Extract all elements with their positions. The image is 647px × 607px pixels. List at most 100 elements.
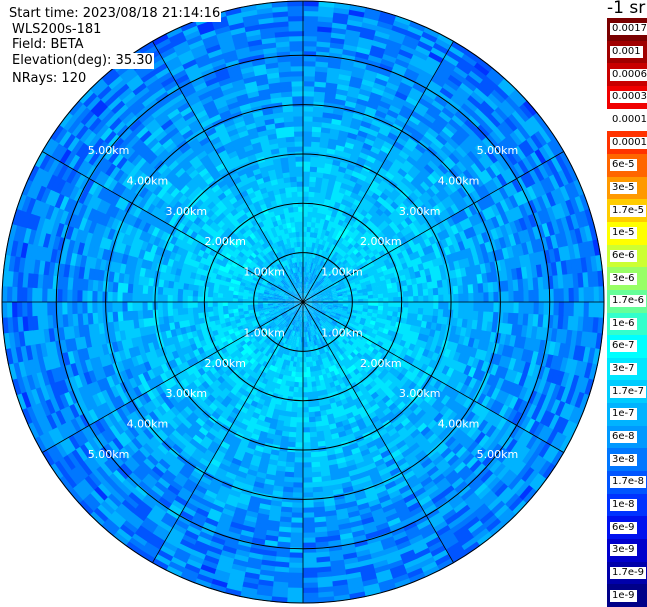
- ppi-cell: [442, 286, 449, 296]
- ppi-cell: [340, 274, 347, 280]
- ppi-cell: [493, 160, 506, 175]
- ppi-cell: [457, 240, 466, 252]
- ppi-cell: [306, 287, 309, 293]
- ppi-cell: [375, 25, 393, 36]
- ppi-cell: [453, 66, 470, 80]
- ppi-cell: [314, 274, 319, 281]
- ppi-cell: [572, 273, 580, 289]
- ppi-cell: [345, 29, 362, 38]
- ppi-cell: [325, 82, 339, 90]
- ppi-cell: [331, 328, 337, 335]
- ppi-cell: [377, 67, 393, 78]
- ppi-cell: [588, 224, 599, 242]
- ppi-cell: [416, 216, 426, 226]
- ppi-cell: [333, 264, 339, 271]
- ppi-cell: [522, 278, 529, 292]
- ppi-cell: [373, 298, 379, 303]
- ppi-cell: [313, 91, 326, 98]
- ppi-cell: [312, 298, 319, 300]
- ppi-cell: [291, 497, 303, 504]
- ppi-cell: [388, 149, 400, 160]
- ppi-cell: [338, 262, 345, 269]
- ppi-cell: [312, 273, 316, 280]
- ppi-cell: [474, 244, 483, 256]
- ppi-cell: [349, 282, 356, 287]
- ppi-cell: [317, 156, 327, 164]
- ppi-cell: [534, 130, 549, 148]
- ppi-data-cells: [1, 0, 605, 604]
- ppi-cell: [439, 405, 450, 417]
- ppi-cell: [409, 133, 422, 145]
- ppi-cell: [416, 314, 424, 322]
- ppi-cell: [310, 221, 316, 228]
- ppi-cell: [317, 161, 326, 169]
- ppi-cell: [444, 422, 456, 434]
- ppi-cell: [493, 353, 503, 367]
- ppi-cell: [385, 136, 397, 146]
- ppi-cell: [479, 350, 488, 362]
- ppi-cell: [319, 319, 325, 325]
- ppi-cell: [522, 187, 533, 203]
- ppi-cell: [584, 208, 595, 227]
- ppi-cell: [458, 363, 468, 375]
- ppi-cell: [489, 67, 506, 83]
- ppi-cell: [347, 85, 362, 94]
- ppi-cell: [329, 199, 337, 207]
- ppi-cell: [396, 401, 407, 411]
- ppi-cell: [291, 502, 303, 509]
- ppi-cell: [454, 130, 468, 143]
- ppi-cell: [513, 371, 523, 386]
- ppi-cell: [332, 271, 339, 277]
- ppi-cell: [342, 308, 349, 312]
- ppi-cell: [380, 318, 387, 325]
- ppi-cell: [376, 132, 389, 142]
- ppi-cell: [547, 140, 561, 158]
- ppi-cell: [450, 458, 463, 471]
- ppi-cell: [388, 325, 396, 332]
- ppi-cell: [364, 159, 375, 169]
- ppi-cell: [578, 302, 585, 318]
- ppi-cell: [527, 313, 534, 328]
- ppi-cell: [500, 419, 512, 435]
- ppi-cell: [486, 150, 499, 165]
- ppi-cell: [476, 198, 488, 212]
- ppi-cell: [416, 422, 428, 434]
- ppi-cell: [423, 200, 434, 212]
- ppi-cell: [314, 76, 328, 83]
- ppi-cell: [335, 287, 342, 292]
- ppi-cell: [461, 276, 469, 286]
- ppi-cell: [433, 294, 439, 303]
- ppi-cell: [325, 270, 331, 276]
- ppi-cell: [331, 262, 337, 269]
- ppi-cell: [420, 181, 431, 192]
- ppi-cell: [306, 282, 310, 288]
- ppi-cell: [290, 517, 303, 524]
- ppi-cell: [317, 202, 325, 209]
- ppi-cell: [419, 69, 435, 81]
- ppi-cell: [523, 302, 530, 315]
- ppi-cell: [503, 356, 512, 370]
- ppi-cell: [468, 414, 481, 427]
- ppi-cell: [318, 10, 335, 18]
- ppi-cell: [312, 298, 319, 301]
- ppi-cell: [393, 326, 401, 334]
- ppi-cell: [334, 316, 341, 321]
- ppi-cell: [313, 312, 318, 318]
- ppi-cell: [311, 211, 318, 218]
- ppi-cell: [423, 60, 440, 73]
- ppi-cell: [360, 120, 373, 129]
- ppi-cell: [503, 393, 515, 408]
- ppi-cell: [497, 449, 511, 465]
- ppi-cell: [403, 408, 414, 419]
- ppi-cell: [407, 169, 418, 180]
- ppi-cell: [521, 266, 529, 280]
- ppi-cell: [367, 54, 384, 64]
- ppi-cell: [475, 187, 487, 200]
- ppi-cell: [312, 313, 317, 318]
- ppi-cell: [324, 314, 330, 319]
- ppi-cell: [493, 483, 509, 499]
- ppi-cell: [500, 212, 510, 226]
- ppi-cell: [471, 66, 488, 81]
- ppi-cell: [422, 190, 433, 202]
- ppi-cell: [536, 195, 548, 212]
